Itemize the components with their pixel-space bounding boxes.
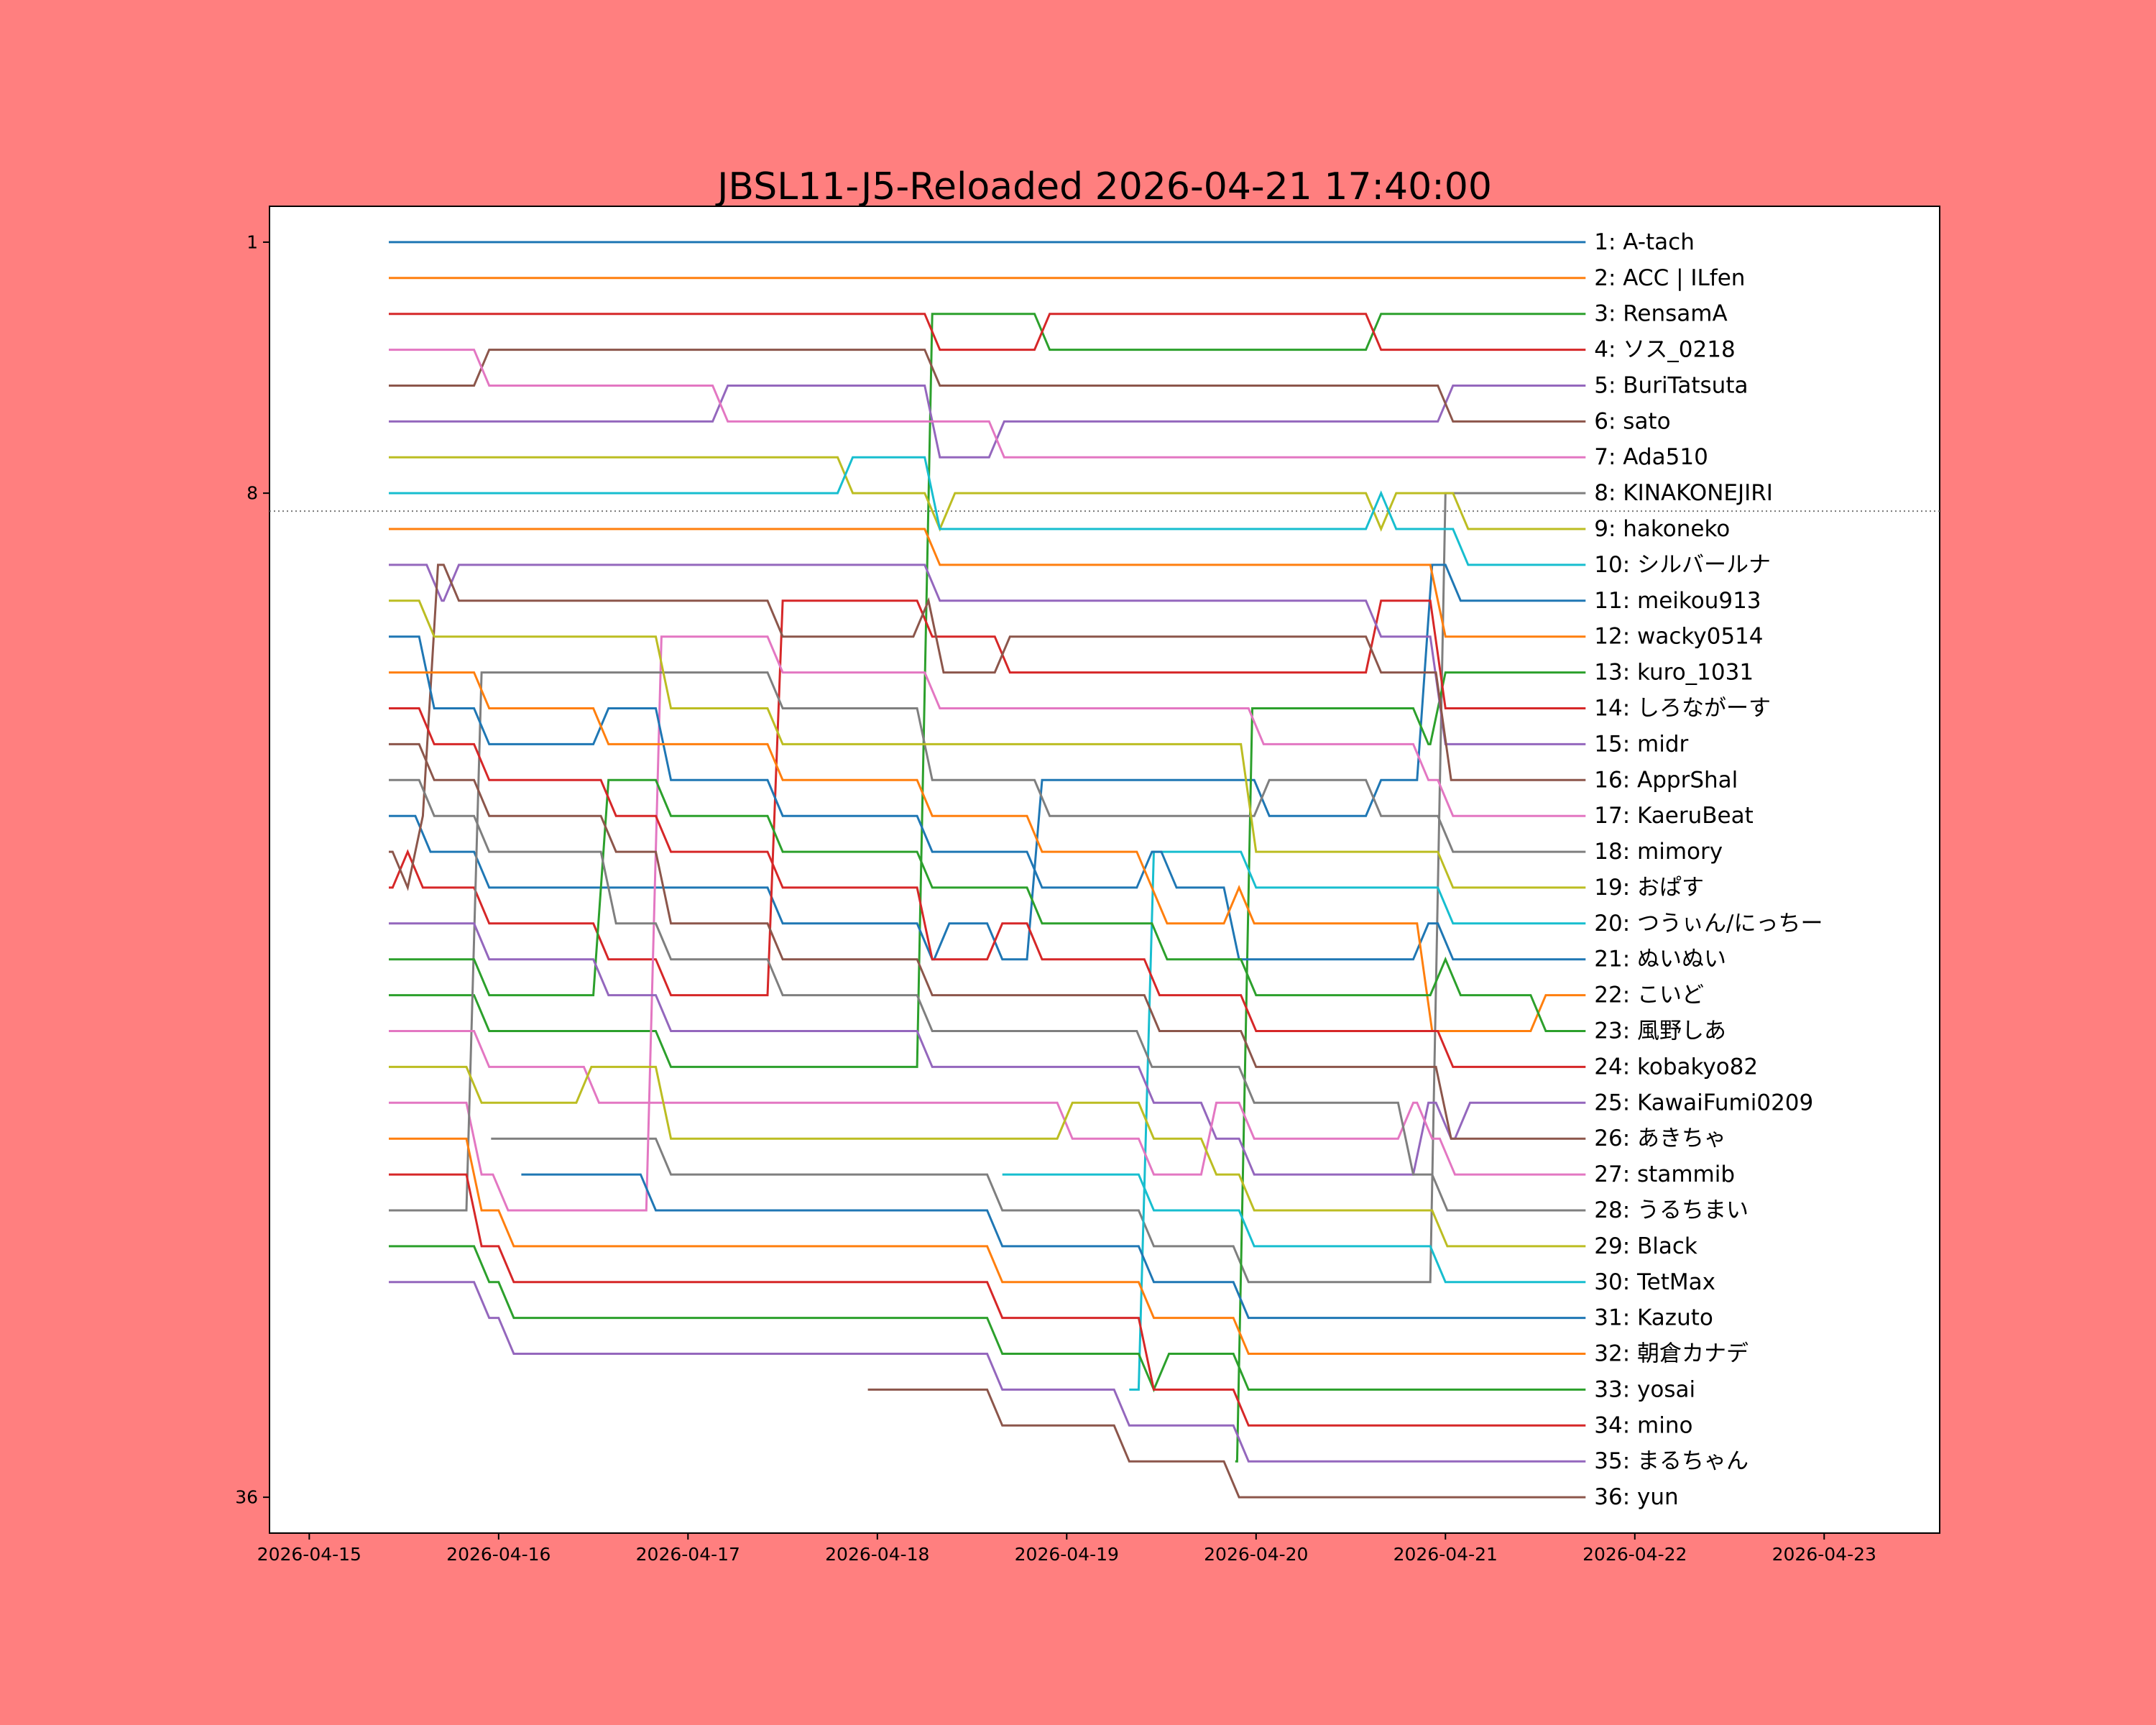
series-lines [389, 241, 1586, 1499]
series-label-36: 36: yun [1594, 1484, 1678, 1510]
x-tick-label: 2026-04-23 [1772, 1544, 1876, 1565]
series-label-27: 27: stammib [1594, 1162, 1735, 1187]
x-tick-label: 2026-04-15 [257, 1544, 361, 1565]
series-line-24 [389, 707, 1586, 1068]
series-label-16: 16: ApprShal [1594, 767, 1738, 793]
x-tick-label: 2026-04-17 [636, 1544, 740, 1565]
series-line-16 [389, 564, 1586, 891]
series-label-31: 31: Kazuto [1594, 1305, 1713, 1331]
series-line-18 [389, 671, 1586, 1212]
series-line-21 [389, 635, 1586, 961]
x-axis: 2026-04-15 2026-04-16 2026-04-17 2026-04-18… [257, 1533, 1876, 1565]
series-label-1: 1: A-tach [1594, 229, 1695, 255]
series-line-9 [389, 456, 1586, 532]
series-line-36 [867, 1388, 1586, 1499]
series-line-4 [389, 313, 1586, 351]
series-label-29: 29: Black [1594, 1233, 1697, 1259]
x-tick-label: 2026-04-18 [825, 1544, 929, 1565]
series-line-12 [389, 528, 1586, 638]
series-line-28 [389, 778, 1586, 1212]
series-line-20 [1129, 850, 1586, 1391]
series-label-14: 14: しろながーす [1594, 695, 1771, 721]
series-line-8 [491, 492, 1586, 1284]
series-line-23 [389, 778, 1586, 1032]
series-line-34 [389, 1173, 1586, 1427]
chart-title: JBSL11-J5-Reloaded 2026-04-21 17:40:00 [715, 165, 1492, 208]
series-label-32: 32: 朝倉カナデ [1594, 1341, 1749, 1367]
series-label-26: 26: あきちゃ [1594, 1126, 1726, 1151]
series-label-19: 19: おぱす [1594, 875, 1704, 901]
series-line-33 [389, 1245, 1586, 1393]
series-labels: 1: A-tach 2: ACC | ILfen 3: RensamA 4: ソス_0… [1594, 229, 1823, 1510]
x-tick-label: 2026-04-22 [1583, 1544, 1687, 1565]
series-label-8: 8: KINAKONEJIRI [1594, 480, 1773, 506]
series-label-2: 2: ACC | ILfen [1594, 265, 1745, 291]
series-label-35: 35: まるちゃん [1594, 1448, 1749, 1474]
series-label-10: 10: シルバールナ [1594, 552, 1771, 578]
series-label-15: 15: midr [1594, 731, 1688, 757]
series-line-19 [389, 599, 1586, 889]
series-label-18: 18: mimory [1594, 839, 1723, 865]
series-label-7: 7: Ada510 [1594, 444, 1708, 470]
series-label-20: 20: つうぃん/にっちー [1594, 911, 1823, 937]
series-line-3 [389, 313, 1586, 1068]
series-line-27 [389, 1030, 1586, 1176]
series-label-25: 25: KawaiFumi0209 [1594, 1090, 1813, 1116]
series-line-31 [521, 1173, 1586, 1320]
series-label-30: 30: TetMax [1594, 1269, 1715, 1295]
series-line-22 [389, 671, 1586, 1032]
x-tick-label: 2026-04-19 [1015, 1544, 1119, 1565]
y-tick-label: 1 [247, 231, 258, 252]
y-tick-label: 36 [235, 1487, 258, 1508]
series-label-17: 17: KaeruBeat [1594, 803, 1753, 829]
series-line-15 [389, 564, 1586, 745]
series-label-6: 6: sato [1594, 408, 1670, 434]
series-label-28: 28: うるちまい [1594, 1197, 1749, 1223]
series-label-4: 4: ソス_0218 [1594, 337, 1735, 363]
series-line-29 [389, 1065, 1586, 1248]
series-label-13: 13: kuro_1031 [1594, 660, 1754, 686]
series-line-30 [1002, 1173, 1586, 1284]
series-label-5: 5: BuriTatsuta [1594, 372, 1748, 398]
series-line-17 [389, 635, 1586, 1212]
series-label-33: 33: yosai [1594, 1376, 1695, 1402]
series-label-12: 12: wacky0514 [1594, 624, 1763, 650]
series-label-23: 23: 風野しあ [1594, 1018, 1726, 1044]
series-line-6 [389, 349, 1586, 423]
series-line-7 [389, 349, 1586, 459]
x-tick-label: 2026-04-16 [446, 1544, 550, 1565]
series-label-24: 24: kobakyo82 [1594, 1054, 1758, 1080]
x-tick-label: 2026-04-21 [1393, 1544, 1498, 1565]
series-label-3: 3: RensamA [1594, 301, 1727, 327]
y-tick-label: 8 [247, 483, 258, 504]
series-line-35 [389, 1281, 1586, 1463]
x-tick-label: 2026-04-20 [1204, 1544, 1308, 1565]
series-label-34: 34: mino [1594, 1412, 1692, 1438]
series-line-25 [389, 922, 1586, 1176]
series-line-26 [389, 742, 1586, 1140]
series-label-9: 9: hakoneko [1594, 516, 1730, 542]
series-line-10 [389, 456, 1586, 566]
series-line-32 [389, 1137, 1586, 1355]
plot-area [269, 206, 1940, 1534]
series-label-11: 11: meikou913 [1594, 588, 1761, 614]
series-label-21: 21: ぬいぬい [1594, 947, 1726, 972]
series-label-22: 22: こいど [1594, 983, 1704, 1008]
